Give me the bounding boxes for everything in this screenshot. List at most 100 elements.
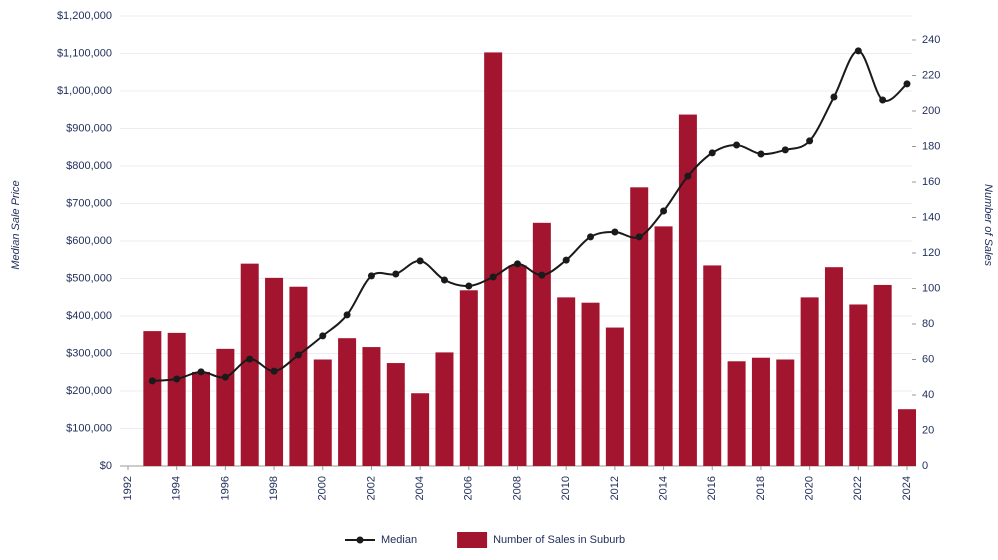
- y-tick-label: $500,000: [66, 272, 112, 284]
- y-tick-label: $1,200,000: [57, 10, 112, 22]
- bar: [459, 290, 478, 466]
- y-tick-label: $1,000,000: [57, 85, 112, 97]
- point: [416, 257, 424, 265]
- y2-tick-label: 120: [922, 247, 940, 259]
- legend-label: Median: [381, 534, 417, 546]
- x-tick-label: 1998: [268, 476, 280, 500]
- bar: [216, 348, 235, 466]
- y2-tick-label: 40: [922, 389, 934, 401]
- point: [246, 355, 254, 363]
- bar: [557, 297, 576, 466]
- y2-tick-label: 160: [922, 176, 940, 188]
- legend-swatch: [457, 532, 488, 548]
- bar: [654, 226, 673, 466]
- x-tick-label: 2012: [609, 476, 621, 500]
- legend-label: Number of Sales in Suburb: [493, 534, 625, 546]
- y-tick-label: $600,000: [66, 235, 112, 247]
- point: [197, 368, 205, 376]
- bar: [898, 409, 916, 466]
- point: [367, 272, 375, 280]
- x-tick-label: 2010: [560, 476, 572, 500]
- bar: [143, 331, 162, 466]
- x-tick-label: 2020: [804, 476, 816, 500]
- y2-tick-label: 220: [922, 69, 940, 81]
- bar: [362, 347, 381, 466]
- point: [611, 228, 619, 236]
- point: [514, 260, 521, 268]
- point: [587, 233, 595, 241]
- y-tick-label: $200,000: [66, 385, 112, 397]
- y-tick-label: $800,000: [66, 160, 112, 172]
- point: [440, 276, 448, 284]
- y2-tick-label: 80: [922, 318, 934, 330]
- bar: [824, 267, 843, 466]
- y-tick-label: $0: [100, 460, 112, 472]
- y2-tick-label: 60: [922, 353, 934, 365]
- y2-tick-label: 200: [922, 105, 940, 117]
- bar: [873, 284, 892, 466]
- point: [879, 96, 887, 104]
- x-tick-label: 2024: [901, 476, 913, 500]
- bar: [800, 297, 819, 466]
- x-tick-label: 2018: [755, 476, 767, 500]
- y-axis-label: Median Sale Price: [10, 180, 22, 269]
- y-tick-label: $700,000: [66, 197, 112, 209]
- y2-tick-label: 100: [922, 282, 940, 294]
- y-tick-label: $1,100,000: [57, 47, 112, 59]
- x-tick-label: 2006: [463, 476, 475, 500]
- point: [294, 351, 302, 359]
- bar: [289, 286, 308, 466]
- bar: [411, 393, 430, 466]
- point: [733, 141, 741, 149]
- x-tick-label: 2008: [511, 476, 523, 500]
- point: [148, 377, 156, 385]
- bar: [703, 265, 722, 466]
- point: [562, 256, 570, 264]
- y2-tick-label: 140: [922, 211, 940, 223]
- point: [392, 270, 400, 278]
- point: [635, 233, 643, 241]
- bar: [435, 352, 454, 466]
- bar: [508, 265, 527, 466]
- bar: [532, 222, 551, 466]
- point: [781, 146, 789, 154]
- x-tick-label: 2002: [365, 476, 377, 500]
- point: [757, 150, 765, 158]
- bar: [630, 187, 649, 466]
- point: [465, 282, 473, 290]
- point: [903, 80, 911, 88]
- bar: [338, 338, 357, 466]
- point: [708, 149, 716, 157]
- x-tick-label: 2022: [852, 476, 864, 500]
- x-tick-label: 1996: [219, 476, 231, 500]
- x-tick-label: 2004: [414, 476, 426, 500]
- x-tick-label: 2016: [706, 476, 718, 500]
- y-tick-label: $900,000: [66, 122, 112, 134]
- y-tick-label: $400,000: [66, 310, 112, 322]
- point: [221, 373, 229, 381]
- point: [660, 207, 668, 215]
- bar: [386, 363, 405, 466]
- bar: [167, 332, 186, 466]
- y2-tick-label: 20: [922, 424, 934, 436]
- bar: [849, 304, 868, 466]
- bar: [581, 302, 600, 466]
- point: [173, 375, 181, 383]
- y-tick-label: $300,000: [66, 347, 112, 359]
- y2-tick-label: 240: [922, 34, 940, 46]
- point: [854, 47, 862, 55]
- point: [830, 93, 838, 101]
- x-tick-label: 2014: [657, 476, 669, 500]
- point: [684, 172, 692, 180]
- bar: [727, 361, 746, 466]
- bar: [240, 263, 259, 466]
- point: [489, 273, 497, 281]
- y2-tick-label: 0: [922, 460, 928, 472]
- point: [270, 367, 278, 375]
- x-tick-label: 1994: [171, 476, 183, 500]
- bar: [484, 52, 503, 467]
- legend-swatch: [356, 536, 364, 544]
- bar: [313, 359, 332, 466]
- point: [319, 332, 327, 340]
